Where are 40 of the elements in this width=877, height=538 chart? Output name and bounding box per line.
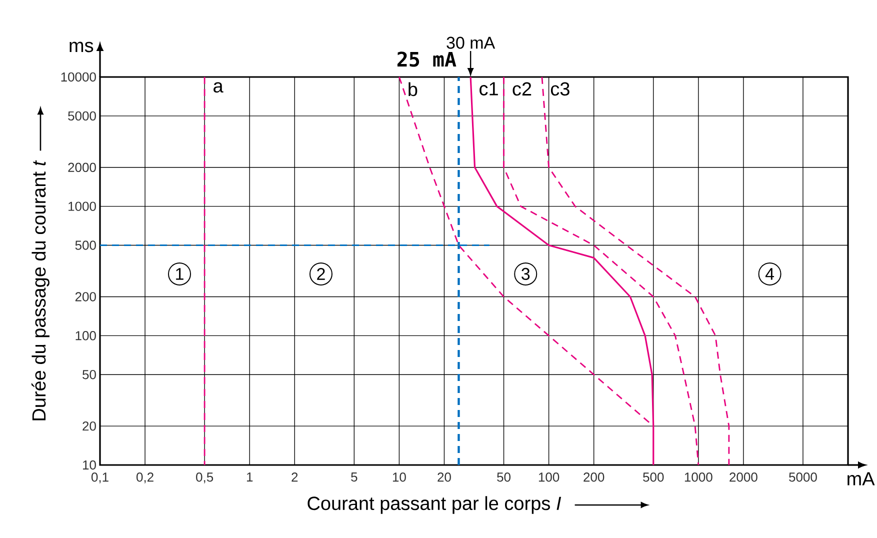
x-tick-label: 0,2: [136, 472, 154, 484]
x-tick-label: 5: [351, 472, 358, 482]
y-tick-label: 20: [82, 421, 96, 431]
x-tick-label: 0,1: [91, 472, 108, 484]
annotation: 30 mA: [446, 36, 496, 49]
y-axis-title: Durée du passage du courant t: [32, 160, 50, 420]
annotation: 2: [317, 268, 325, 280]
x-tick-label: 2: [292, 472, 298, 482]
x-tick-label: 100: [538, 472, 560, 482]
annotation: 3: [522, 268, 530, 280]
x-tick-label: 2000: [730, 472, 758, 482]
x-tick-label: 50: [497, 472, 510, 482]
y-tick-label: 10: [82, 460, 96, 470]
text: mA: [848, 472, 875, 486]
y-tick-label: 200: [75, 292, 96, 302]
annotation: 4: [765, 268, 774, 280]
ref-line-label: 25 mA: [397, 52, 456, 67]
x-tick-label: 1000: [684, 472, 712, 482]
series-label: c2: [512, 82, 532, 96]
x-tick-label: 20: [438, 472, 451, 482]
x-tick-label: 200: [584, 472, 604, 482]
text: ms: [70, 42, 94, 52]
y-tick-label: 500: [75, 240, 96, 250]
y-tick-label: 2000: [68, 162, 96, 172]
x-tick-label: 5000: [789, 472, 817, 482]
series-label: a: [214, 82, 224, 93]
y-tick-label: 10000: [61, 72, 96, 82]
y-tick-label: 100: [76, 331, 96, 340]
x-tick-label: 10: [392, 472, 406, 482]
x-tick-label: 1: [246, 472, 253, 482]
x-tick-label: 500: [643, 472, 664, 482]
series-label: b: [408, 82, 418, 96]
series-label: c1: [480, 82, 498, 96]
x-tick-label: 0,5: [196, 472, 214, 484]
x-axis-title: Courant passant par le corps I: [308, 496, 562, 514]
annotation: 1: [176, 268, 184, 280]
y-tick-label: 1000: [68, 202, 96, 211]
y-tick-label: 5000: [68, 111, 96, 121]
series-label: c3: [550, 82, 570, 96]
y-tick-label: 50: [82, 370, 96, 380]
